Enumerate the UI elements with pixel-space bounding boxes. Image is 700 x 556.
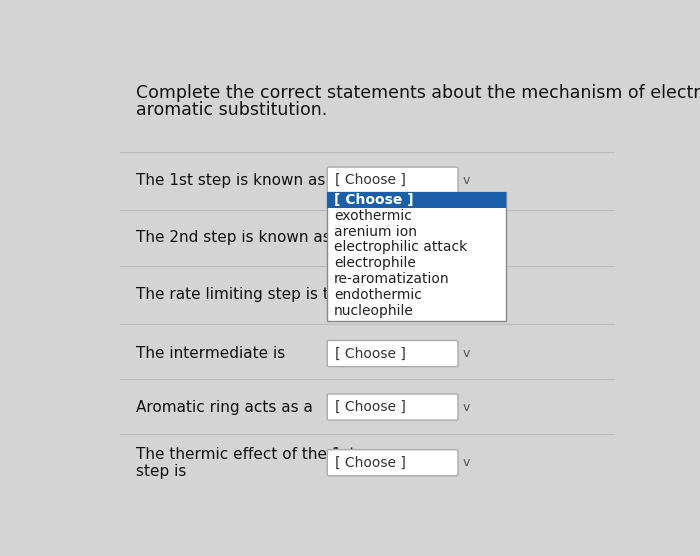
FancyBboxPatch shape xyxy=(328,450,458,476)
FancyBboxPatch shape xyxy=(328,167,458,193)
Text: The 1st step is known as: The 1st step is known as xyxy=(136,173,326,188)
Text: v: v xyxy=(463,173,470,187)
Text: Complete the correct statements about the mechanism of electrophilic: Complete the correct statements about th… xyxy=(136,84,700,102)
FancyBboxPatch shape xyxy=(328,192,506,321)
Text: exothermic: exothermic xyxy=(334,208,412,223)
FancyBboxPatch shape xyxy=(328,394,458,420)
Text: [ Choose ]: [ Choose ] xyxy=(335,400,406,414)
Text: nucleophile: nucleophile xyxy=(334,304,414,317)
Text: [ Choose ]: [ Choose ] xyxy=(335,173,406,187)
Text: [ Choose ]: [ Choose ] xyxy=(335,456,406,470)
Text: aromatic substitution.: aromatic substitution. xyxy=(136,101,328,119)
Text: The 2nd step is known as: The 2nd step is known as xyxy=(136,231,331,245)
Text: Aromatic ring acts as a: Aromatic ring acts as a xyxy=(136,400,313,415)
Text: The rate limiting step is the: The rate limiting step is the xyxy=(136,287,349,302)
Text: electrophilic attack: electrophilic attack xyxy=(334,240,467,255)
Text: v: v xyxy=(463,347,470,360)
Text: [ Choose ]: [ Choose ] xyxy=(335,346,406,360)
Text: The intermediate is: The intermediate is xyxy=(136,346,286,361)
Text: arenium ion: arenium ion xyxy=(334,225,416,239)
Text: [ Choose ]: [ Choose ] xyxy=(334,193,414,207)
FancyBboxPatch shape xyxy=(328,192,506,208)
Text: endothermic: endothermic xyxy=(334,288,421,302)
Text: v: v xyxy=(463,456,470,469)
Text: v: v xyxy=(463,400,470,414)
Text: The thermic effect of the 1st
step is: The thermic effect of the 1st step is xyxy=(136,446,356,479)
Text: re-aromatization: re-aromatization xyxy=(334,272,449,286)
FancyBboxPatch shape xyxy=(328,340,458,366)
Text: electrophile: electrophile xyxy=(334,256,416,270)
